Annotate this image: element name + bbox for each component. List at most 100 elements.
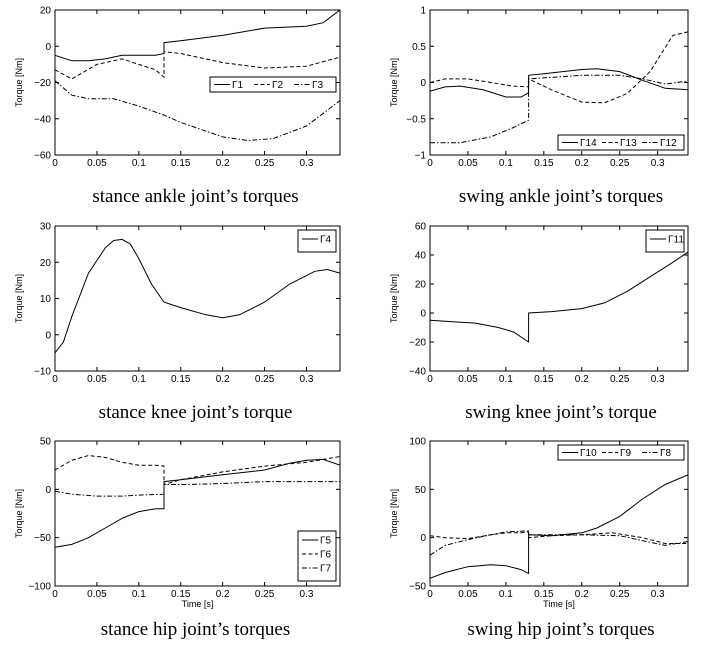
x-tick-label: 0.05 (87, 374, 107, 385)
x-tick-label: 0.3 (300, 589, 314, 600)
series-line-Γ5 (55, 458, 340, 548)
y-axis-label: Torque [Nm] (389, 274, 399, 323)
x-tick-label: 0.25 (255, 374, 275, 385)
y-tick-label: 50 (415, 485, 427, 496)
subplot-caption: swing knee joint’s torque (465, 402, 657, 423)
axes-frame (429, 225, 689, 372)
series-line-Γ9 (430, 531, 688, 544)
x-tick-label: 0.25 (255, 158, 275, 169)
y-axis-label: Torque [Nm] (389, 489, 399, 538)
subplot-caption: stance hip joint’s torques (101, 619, 290, 640)
legend: Γ4 (297, 229, 337, 253)
subplot-caption: swing hip joint’s torques (467, 619, 654, 640)
x-tick-label: 0.25 (610, 589, 630, 600)
y-axis-label: Torque [Nm] (14, 274, 24, 323)
legend: Γ5 Γ6 Γ7 (297, 530, 337, 582)
subplot-5: 0 0.05 0.1 0.15 0.2 0.25 0.3 50 0 −50 −100 Torque [… (14, 437, 341, 640)
series-line-Γ12 (430, 74, 688, 144)
subplot-caption: stance ankle joint’s torques (92, 186, 298, 207)
x-tick-label: 0.1 (132, 589, 146, 600)
x-tick-label: 0.05 (458, 589, 478, 600)
y-tick-label: 20 (40, 6, 52, 17)
y-tick-label: −40 (409, 367, 426, 378)
y-axis-label: Torque [Nm] (14, 58, 24, 107)
x-tick-label: 0.05 (458, 374, 478, 385)
x-tick-label: 0.25 (610, 374, 630, 385)
legend-label-Γ6: Γ6 (320, 550, 332, 561)
y-tick-label: 40 (415, 251, 427, 262)
y-tick-label: 30 (40, 222, 52, 233)
y-tick-label: 0 (420, 533, 426, 544)
x-tick-label: 0.3 (651, 374, 665, 385)
legend: Γ14 Γ13 Γ12 (557, 134, 685, 151)
y-tick-label: −20 (34, 78, 51, 89)
y-tick-label: −0.5 (406, 114, 426, 125)
x-tick-label: 0.3 (651, 158, 665, 169)
x-tick-label: 0.3 (300, 158, 314, 169)
series-line-Γ6 (55, 454, 340, 486)
y-axis-label: Torque [Nm] (14, 489, 24, 538)
x-tick-label: 0.05 (458, 158, 478, 169)
legend-label-Γ9: Γ9 (620, 448, 632, 459)
legend-box (209, 76, 337, 93)
x-tick-label: 0.2 (575, 158, 589, 169)
x-tick-label: 0.1 (499, 589, 513, 600)
series-line-Γ1 (55, 10, 340, 62)
legend-label-Γ8: Γ8 (660, 448, 672, 459)
legend-box (557, 444, 685, 461)
x-tick-label: 0.15 (534, 589, 554, 600)
legend-label-Γ13: Γ13 (620, 138, 637, 149)
x-axis-label: Time [s] (182, 599, 214, 609)
y-tick-label: 0 (420, 309, 426, 320)
x-tick-label: 0.25 (255, 589, 275, 600)
y-tick-label: 0.5 (412, 42, 426, 53)
legend-label-Γ2: Γ2 (272, 80, 284, 91)
x-tick-label: 0 (52, 374, 58, 385)
x-tick-label: 0.1 (499, 374, 513, 385)
x-tick-label: 0 (52, 589, 58, 600)
x-tick-label: 0.1 (132, 374, 146, 385)
legend-label-Γ3: Γ3 (312, 80, 324, 91)
y-tick-label: −60 (34, 151, 51, 162)
legend-label-Γ4: Γ4 (320, 235, 332, 246)
y-tick-label: −10 (34, 367, 51, 378)
series-line-Γ4 (55, 238, 340, 354)
y-tick-label: −20 (409, 338, 426, 349)
legend-label-Γ1: Γ1 (232, 80, 244, 91)
x-tick-label: 0.3 (300, 374, 314, 385)
legend-box (557, 134, 685, 151)
legend-label-Γ12: Γ12 (660, 138, 677, 149)
y-axis-label: Torque [Nm] (389, 58, 399, 107)
x-tick-label: 0.05 (87, 158, 107, 169)
legend-box (297, 229, 337, 253)
y-tick-label: 20 (40, 258, 52, 269)
subplot-1: 0 0.05 0.1 0.15 0.2 0.25 0.3 20 0 −20 −40 −60 Torque… (14, 6, 341, 207)
x-tick-label: 0 (427, 158, 433, 169)
legend: Γ11 (645, 229, 685, 253)
x-tick-label: 0.15 (171, 374, 191, 385)
x-tick-label: 0.2 (575, 589, 589, 600)
legend-label-Γ5: Γ5 (320, 536, 332, 547)
y-tick-label: 0 (420, 78, 426, 89)
y-tick-label: −100 (28, 582, 51, 593)
x-tick-label: 0.15 (534, 158, 554, 169)
series-line-Γ11 (430, 251, 688, 343)
x-tick-label: 0.2 (575, 374, 589, 385)
y-tick-label: 100 (409, 437, 426, 448)
subplot-4: 0 0.05 0.1 0.15 0.2 0.25 0.3 60 40 20 0 −20 −40 Torqu… (389, 222, 689, 423)
y-tick-label: 10 (40, 294, 52, 305)
x-tick-label: 0.15 (534, 374, 554, 385)
series-line-Γ13 (430, 31, 688, 104)
y-tick-label: 1 (420, 6, 426, 17)
y-tick-label: 0 (45, 42, 51, 53)
series-line-Γ10 (430, 474, 688, 579)
subplot-2: 0 0.05 0.1 0.15 0.2 0.25 0.3 1 0.5 0 −0.5 −1 Torque … (389, 6, 689, 207)
x-tick-label: 0.15 (171, 589, 191, 600)
x-axis-label: Time [s] (543, 599, 575, 609)
axes-frame (429, 440, 689, 587)
legend-label-Γ10: Γ10 (580, 448, 597, 459)
x-tick-label: 0.2 (216, 158, 230, 169)
axes-frame (54, 440, 341, 587)
